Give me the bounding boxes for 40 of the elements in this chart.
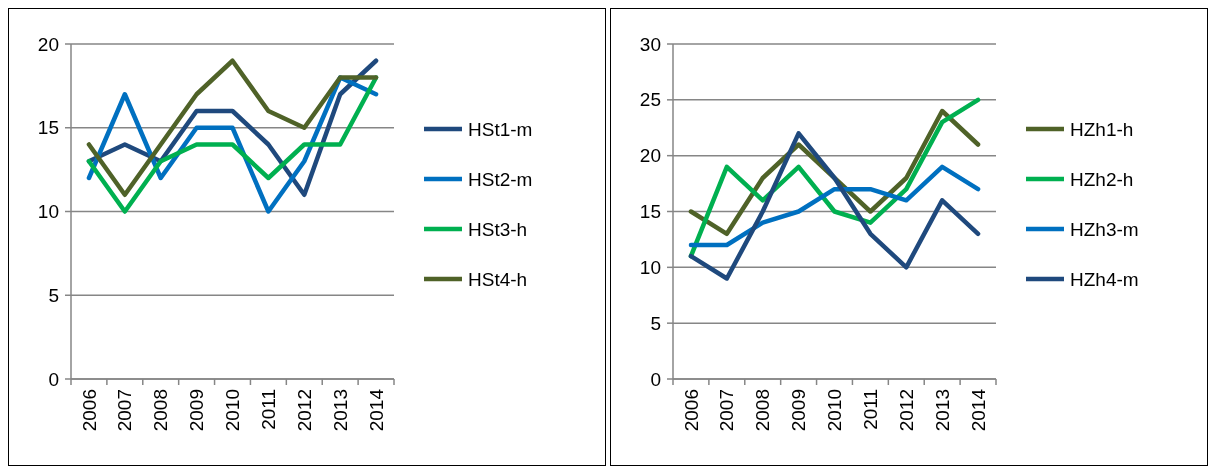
x-tick-label: 2009 (788, 389, 810, 432)
x-tick-label: 2009 (186, 389, 208, 432)
x-tick-label: 2014 (365, 388, 387, 432)
x-tick-label: 2010 (824, 389, 846, 432)
legend-label: HSt4-h (468, 268, 528, 290)
x-tick-label: 2013 (931, 389, 953, 432)
y-tick-label: 20 (37, 33, 59, 55)
y-tick-label: 15 (639, 201, 661, 223)
x-tick-label: 2011 (258, 389, 280, 430)
y-tick-label: 10 (639, 256, 661, 278)
legend-label: HZh2-h (1070, 168, 1134, 190)
y-tick-label: 20 (639, 145, 661, 167)
x-tick-label: 2013 (329, 389, 351, 432)
x-tick-label: 2006 (680, 389, 702, 432)
y-tick-label: 0 (48, 368, 59, 390)
y-tick-label: 30 (639, 33, 661, 55)
y-tick-label: 0 (650, 368, 661, 390)
x-tick-label: 2012 (895, 389, 917, 432)
x-tick-label: 2006 (78, 389, 100, 432)
x-tick-label: 2008 (150, 389, 172, 432)
x-tick-label: 2007 (716, 389, 738, 432)
x-tick-label: 2011 (860, 389, 882, 430)
x-tick-label: 2012 (293, 389, 315, 432)
y-tick-label: 5 (48, 284, 59, 306)
legend-label: HZh3-m (1070, 218, 1139, 240)
legend-label: HSt1-m (468, 118, 533, 140)
legend-label: HZh4-m (1070, 268, 1139, 290)
x-tick-label: 2014 (967, 388, 989, 432)
legend-label: HSt2-m (468, 168, 533, 190)
x-tick-label: 2007 (114, 389, 136, 432)
x-tick-label: 2010 (222, 389, 244, 432)
legend-label: HZh1-h (1070, 118, 1134, 140)
legend-label: HSt3-h (468, 218, 528, 240)
x-tick-label: 2008 (752, 389, 774, 432)
line-series (688, 164, 981, 248)
y-tick-label: 5 (650, 312, 661, 334)
line-series (688, 131, 981, 281)
y-tick-label: 25 (639, 89, 661, 111)
y-tick-label: 10 (37, 201, 59, 223)
y-tick-label: 15 (37, 117, 59, 139)
